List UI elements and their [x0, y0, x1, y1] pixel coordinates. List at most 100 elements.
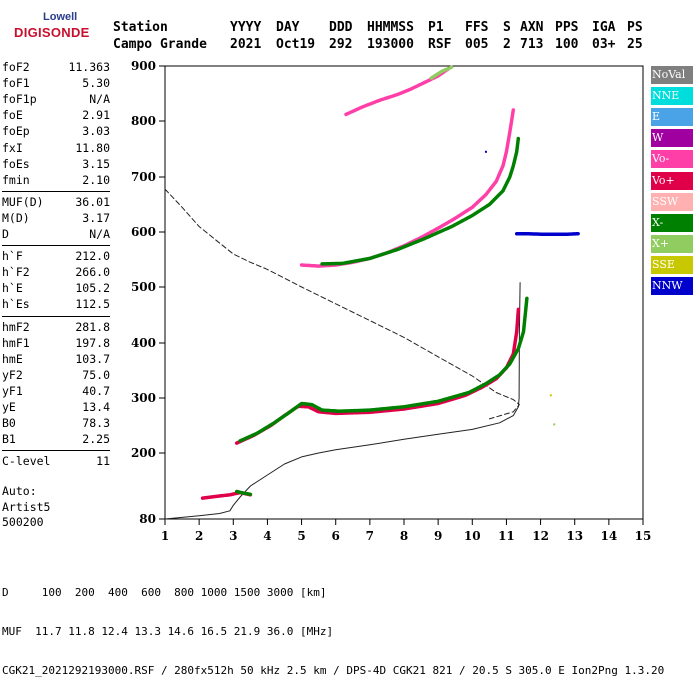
param-value: 11 — [96, 454, 110, 469]
y-tick-label: 500 — [131, 280, 156, 294]
param-row: B0 78.3 — [2, 416, 110, 432]
param-value: 3.17 — [82, 210, 110, 225]
hdr-label-iga: IGA — [592, 20, 616, 35]
param-separator — [2, 190, 110, 192]
data-point — [553, 423, 556, 426]
y-tick-label: 80 — [139, 512, 156, 526]
param-label: B1 — [2, 432, 16, 447]
param-label: h`Es — [2, 297, 30, 312]
legend-item: X- — [651, 213, 693, 232]
param-value: 2.25 — [82, 432, 110, 447]
hdr-value-ddd: 292 — [329, 37, 353, 52]
x-tick-label: 1 — [161, 529, 169, 543]
x-tick-label: 10 — [464, 529, 481, 543]
density-profile-dashed — [164, 188, 520, 420]
param-value: 103.7 — [75, 351, 110, 366]
hdr-label-station: Station — [113, 20, 168, 35]
param-value: 3.15 — [82, 156, 110, 171]
param-row: foF2 11.363 — [2, 60, 110, 76]
param-value: N/A — [89, 92, 110, 107]
legend-item: NNW — [651, 277, 693, 295]
param-label: C-level — [2, 454, 51, 469]
y-tick-label: 200 — [131, 446, 156, 460]
param-row: yF2 75.0 — [2, 368, 110, 384]
param-row: yF1 40.7 — [2, 384, 110, 400]
x-tick-label: 5 — [297, 529, 305, 543]
param-value: 11.363 — [68, 60, 110, 74]
legend-item: X+ — [651, 234, 693, 253]
x-tick-label: 9 — [434, 529, 442, 543]
param-separator — [2, 245, 110, 247]
y-tick-label: 600 — [131, 225, 156, 239]
hdr-value-pps: 100 — [555, 37, 579, 52]
param-label: foF1 — [2, 76, 30, 91]
param-value: 2.10 — [82, 172, 110, 187]
hdr-label-ffs: FFS — [465, 20, 489, 35]
footer-file-info: CGK21_2021292193000.RSF / 280fx512h 50 k… — [2, 664, 665, 677]
param-label: fmin — [2, 172, 30, 187]
echo-trace — [234, 489, 253, 497]
hdr-value-axn: 713 — [520, 37, 544, 52]
param-row: h`E 105.2 — [2, 281, 110, 297]
param-separator — [2, 315, 110, 317]
echo-trace — [234, 307, 521, 445]
param-label: foF1p — [2, 92, 37, 107]
param-value: 13.4 — [82, 400, 110, 414]
logo-line1: Lowell — [43, 11, 78, 23]
param-separator — [2, 450, 110, 452]
hdr-label-axn: AXN — [520, 20, 544, 35]
param-label: h`F — [2, 249, 23, 264]
echo-trace — [320, 136, 521, 266]
y-tick-label: 300 — [131, 391, 156, 405]
param-value: N/A — [89, 227, 110, 241]
param-row: M(D) 3.17 — [2, 211, 110, 227]
param-label: foF2 — [2, 60, 30, 74]
param-label: M(D) — [2, 210, 30, 225]
param-row: yE 13.4 — [2, 400, 110, 416]
param-row: B1 2.25 — [2, 432, 110, 448]
legend-item: SSW — [651, 192, 693, 211]
param-value: 78.3 — [82, 416, 110, 431]
ionogram-plot: 1 2 3 4 5 6 7 8 9 10 11 12 13 14 158020030040050060070… — [131, 59, 651, 543]
param-value: 11.80 — [75, 140, 110, 155]
param-value: 212.0 — [75, 249, 110, 264]
param-label: B0 — [2, 416, 16, 431]
param-label: yF1 — [2, 383, 23, 398]
param-row: foEs 3.15 — [2, 157, 110, 173]
hdr-label-ddd: DDD — [329, 20, 353, 35]
param-label: D — [2, 227, 9, 241]
hdr-label-ps: PS — [627, 20, 643, 35]
hdr-value-s: 2 — [503, 37, 511, 52]
hdr-label-hhmmss: HHMMSS — [367, 20, 414, 35]
y-tick-label: 400 — [131, 336, 156, 350]
param-label: h`F2 — [2, 265, 30, 280]
x-tick-label: 4 — [263, 529, 271, 543]
legend-item: E — [651, 108, 693, 127]
param-value: 2.91 — [82, 108, 110, 123]
param-row: hmF1 197.8 — [2, 336, 110, 352]
param-row: hmF2 281.8 — [2, 320, 110, 336]
x-tick-label: 13 — [566, 529, 583, 543]
auto-version: 500200 — [2, 515, 44, 529]
param-value: 197.8 — [75, 335, 110, 350]
echo-trace — [238, 296, 529, 443]
legend-item: W — [651, 129, 693, 148]
param-row: fmin 2.10 — [2, 173, 110, 189]
param-label: h`E — [2, 281, 23, 296]
legend-item: NNE — [651, 87, 693, 106]
hdr-value-iga: 03+ — [592, 37, 616, 52]
hdr-value-ffs: 005 — [465, 37, 489, 52]
echo-trace — [514, 231, 580, 236]
x-tick-label: 7 — [366, 529, 374, 543]
param-label: foE — [2, 108, 23, 123]
param-label: hmE — [2, 351, 23, 366]
param-label: MUF(D) — [2, 194, 44, 209]
param-label: yE — [2, 400, 16, 414]
hdr-label-s: S — [503, 20, 511, 35]
param-row: h`Es 112.5 — [2, 297, 110, 313]
x-tick-label: 14 — [601, 529, 618, 543]
hdr-value-year: 2021 — [230, 37, 262, 52]
y-tick-label: 900 — [131, 59, 156, 73]
echo-trace — [299, 108, 516, 268]
x-tick-label: 8 — [400, 529, 408, 543]
